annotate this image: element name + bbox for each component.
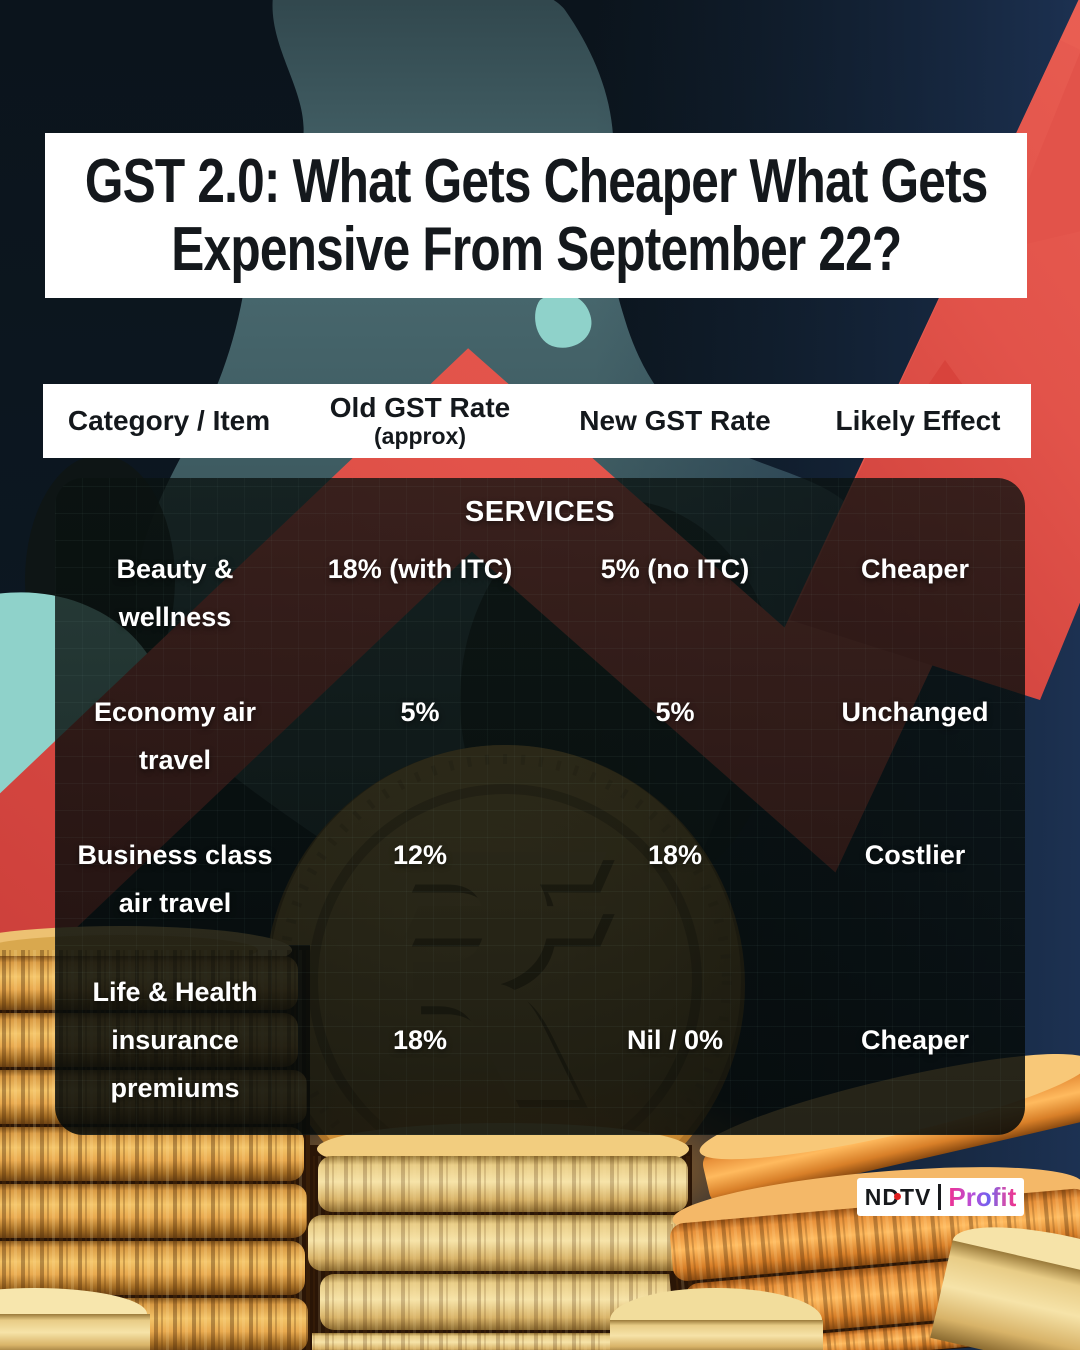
title-banner: GST 2.0: What Gets Cheaper What Gets Exp… [45,133,1027,298]
row-category: Economy air travel [93,697,257,775]
panel-grid-texture [55,478,1025,1135]
row-category: Life & Health insurance premiums [92,977,258,1103]
row-effect: Costlier [864,840,966,870]
title-line-2: Expensive From September 22? [170,214,902,284]
table-panel [55,478,1025,1135]
row-effect: Unchanged [841,697,989,727]
header-old-rate: Old GST Rate (approx) [295,384,545,458]
row-new-rate: Nil / 0% [626,1025,724,1055]
ndtv-wordmark: NDTV [865,1184,932,1211]
header-old-rate-sub: (approx) [374,423,466,449]
row-old-rate: 18% (with ITC) [327,554,513,584]
title-line-1: GST 2.0: What Gets Cheaper What Gets [84,146,989,216]
coin-corner-center [610,1288,823,1350]
profit-wordmark: Profit [948,1181,1017,1212]
row-new-rate: 5% [655,697,695,727]
ndtv-profit-logo: NDTV Profit [857,1178,1024,1216]
row-new-rate: 18% [647,840,703,870]
row-old-rate: 12% [392,840,448,870]
row-effect: Cheaper [860,554,970,584]
table-row: Business class air travel 12% 18% Costli… [55,831,1025,927]
header-category: Category / Item [67,405,271,436]
row-old-rate: 18% [392,1025,448,1055]
row-effect: Cheaper [860,1025,970,1055]
header-effect: Likely Effect [835,405,1001,436]
row-old-rate: 5% [400,697,440,727]
row-category: Beauty & wellness [116,554,234,632]
table-row: Life & Health insurance premiums 18% Nil… [55,968,1025,1112]
header-new-rate: New GST Rate [579,405,771,436]
arrow-tip-small [928,360,963,385]
section-label-services: SERVICES [464,496,616,528]
table-row: Beauty & wellness 18% (with ITC) 5% (no … [55,545,1025,641]
logo-divider [938,1184,942,1210]
header-old-rate-label: Old GST Rate [329,392,511,423]
row-category: Business class air travel [77,840,273,918]
table-header: Category / Item Old GST Rate (approx) Ne… [43,384,1031,458]
coin-corner-left [0,1288,150,1350]
row-new-rate: 5% (no ITC) [600,554,750,584]
ndtv-red-dot-icon [893,1192,901,1200]
table-row: Economy air travel 5% 5% Unchanged [55,688,1025,784]
